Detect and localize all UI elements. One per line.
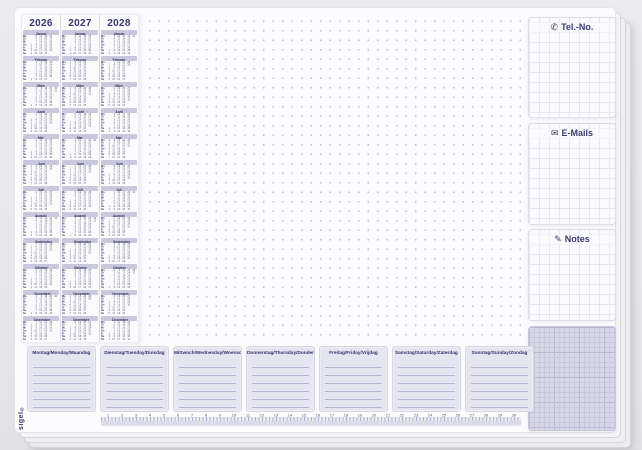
brand-logo-mark: ® xyxy=(19,405,25,412)
emails-heading: ✉ E-Mails xyxy=(529,128,615,139)
phone-circle-icon: ✆ xyxy=(550,22,559,32)
year-heading: 2027 xyxy=(68,18,92,29)
mini-month: Dezember Mo 7 14 21 28 Di 1 8 15 22 29 Mi 2 9 16 23 30 Do 3… xyxy=(23,316,59,341)
mini-month: Januar Mo 3 10 17 24 31 Di 4 11 18 25 Mi 5 12 19 26 Do 6 13… xyxy=(101,30,137,55)
day-card-heading: Montag/Monday/Maandag xyxy=(32,350,91,356)
mini-month: August Mo 7 14 21 28 Di 1 8 15 22 29 Mi 2 9 16 23 30 Do 3 10… xyxy=(101,212,137,237)
mini-month: Juli Mo 3 10 17 24 31 Di 4 11 18 25 Mi 5 12 19 26 Do 6 13 20… xyxy=(101,186,137,211)
mini-month: August Mo 3 10 17 24 31 Di 4 11 18 25 Mi 5 12 19 26 Do 6 13… xyxy=(23,212,59,237)
day-card-heading: Samstag/Saturday/Zaterdag xyxy=(394,350,458,356)
months-2026: Januar Mo 5 12 19 26 Di 6 13 20 27 Mi 7 14 21 28 Do 1 8 15 2… xyxy=(23,30,59,341)
day-card-heading: Mittwoch/Wednesday/Woensdag xyxy=(174,350,242,356)
mini-month: Juli Mo 5 12 19 26 Di 6 13 20 27 Mi 7 14 21 28 Do 1 8 15 22 2… xyxy=(62,186,98,211)
months-2028: Januar Mo 3 10 17 24 31 Di 4 11 18 25 Mi 5 12 19 26 Do 6 13… xyxy=(101,30,137,341)
year-heading: 2026 xyxy=(29,18,53,29)
tel-no-section: ✆ Tel.-No. xyxy=(528,17,616,118)
mini-month: Juni Mo 1 8 15 22 29 Di 2 9 16 23 30 Mi 3 10 17 24 Do 4 11 18… xyxy=(23,160,59,185)
graph-paper-block xyxy=(528,326,616,431)
day-card: Sonntag/Sunday/Zondag xyxy=(465,346,534,412)
envelope-icon: ✉ xyxy=(550,128,559,138)
mini-month: April Mo 6 13 20 27 Di 7 14 21 28 Mi 1 8 15 22 29 Do 2 9 16 2… xyxy=(23,108,59,133)
mini-month: September Mo 7 14 21 28 Di 1 8 15 22 29 Mi 2 9 16 23 30 Do… xyxy=(23,238,59,263)
day-card-heading: Sonntag/Sunday/Zondag xyxy=(471,350,528,356)
three-year-calendar-panel: 2026 Januar Mo 5 12 19 26 Di 6 13 20 27 Mi 7 14 21 28 Do… xyxy=(21,14,139,343)
emails-label: E-Mails xyxy=(561,128,594,138)
tel-no-heading: ✆ Tel.-No. xyxy=(529,22,615,33)
mini-month: März Mo 2 9 16 23 30 Di 3 10 17 24 31 Mi 4 11 18 25 Do 5 12 1… xyxy=(23,82,59,107)
months-2027: Januar Mo 4 11 18 25 Di 5 12 19 26 Mi 6 13 20 27 Do 7 14 21… xyxy=(62,30,98,341)
mini-month: April Mo 3 10 17 24 Di 4 11 18 25 Mi 5 12 19 26 Do 6 13 20 2… xyxy=(101,108,137,133)
mini-month: Juli Mo 6 13 20 27 Di 7 14 21 28 Mi 1 8 15 22 29 Do 2 9 16 23… xyxy=(23,186,59,211)
mini-month: Mai Mo 3 10 17 24 31 Di 4 11 18 25 Mi 5 12 19 26 Do 6 13 20 2… xyxy=(62,134,98,159)
ruler-numbers: 1 2 3 4 5 6 7 8 9 10 11 12 13 14 15 16 17 18 19 20 21 22 23 24 2… xyxy=(106,413,517,418)
mini-month: Februar Mo 1 8 15 22 Di 2 9 16 23 Mi 3 10 17 24 Do 4 11 18 2… xyxy=(62,56,98,81)
sigel-brand-logo: sigel® xyxy=(18,386,28,430)
year-column-2028: 2028 Januar Mo 3 10 17 24 31 Di 4 11 18 25 Mi 5 12 19 26… xyxy=(99,15,138,342)
mini-month: Mai Mo 4 11 18 25 Di 5 12 19 26 Mi 6 13 20 27 Do 7 14 21 28 F… xyxy=(23,134,59,159)
mini-month: November Mo 6 13 20 27 Di 7 14 21 28 Mi 1 8 15 22 29 Do 2 9… xyxy=(101,290,137,315)
tel-no-label: Tel.-No. xyxy=(561,22,594,32)
day-card: Montag/Monday/Maandag xyxy=(27,346,96,412)
day-card-heading: Dienstag/Tuesday/Dinsdag xyxy=(104,350,165,356)
mini-month: Dezember Mo 6 13 20 27 Di 7 14 21 28 Mi 1 8 15 22 29 Do 2 9… xyxy=(62,316,98,341)
mini-month: August Mo 2 9 16 23 30 Di 3 10 17 24 31 Mi 4 11 18 25 Do 5 1… xyxy=(62,212,98,237)
desk-pad-sheet: 2026 Januar Mo 5 12 19 26 Di 6 13 20 27 Mi 7 14 21 28 Do… xyxy=(14,7,616,433)
mini-month: Juni Mo 7 14 21 28 Di 1 8 15 22 29 Mi 2 9 16 23 30 Do 3 10 17… xyxy=(62,160,98,185)
mini-month: April Mo 5 12 19 26 Di 6 13 20 27 Mi 7 14 21 28 Do 1 8 15 22… xyxy=(62,108,98,133)
mini-month: September Mo 6 13 20 27 Di 7 14 21 28 Mi 1 8 15 22 29 Do 2… xyxy=(62,238,98,263)
day-card-heading: Freitag/Friday/Vrijdag xyxy=(329,350,378,356)
mini-month: November Mo 1 8 15 22 29 Di 2 9 16 23 30 Mi 3 10 17 24 Do 4… xyxy=(62,290,98,315)
brand-logo-text: sigel xyxy=(18,411,25,430)
day-card: Donnerstag/Thursday/Donderdag xyxy=(246,346,315,412)
emails-section: ✉ E-Mails xyxy=(528,123,616,225)
dot-grid-writing-area xyxy=(141,20,523,342)
mini-month: Januar Mo 4 11 18 25 Di 5 12 19 26 Mi 6 13 20 27 Do 7 14 21… xyxy=(62,30,98,55)
day-card-heading: Donnerstag/Thursday/Donderdag xyxy=(247,350,315,356)
mini-month: Oktober Mo 2 9 16 23 30 Di 3 10 17 24 31 Mi 4 11 18 25 Do 5… xyxy=(101,264,137,289)
mini-month: Februar Mo 7 14 21 28 Di 1 8 15 22 29 Mi 2 9 16 23 Do 3 10 1… xyxy=(101,56,137,81)
notes-section: ✎ Notes xyxy=(528,229,616,321)
week-planner-row: Montag/Monday/Maandag Dienstag/Tuesday/Di… xyxy=(27,346,534,412)
ruler-tick-strip xyxy=(101,417,521,425)
mini-month: November Mo 2 9 16 23 30 Di 3 10 17 24 Mi 4 11 18 25 Do 5 1… xyxy=(23,290,59,315)
mini-month: Januar Mo 5 12 19 26 Di 6 13 20 27 Mi 7 14 21 28 Do 1 8 15 2… xyxy=(23,30,59,55)
mini-month: Oktober Mo 4 11 18 25 Di 5 12 19 26 Mi 6 13 20 27 Do 7 14 2… xyxy=(62,264,98,289)
day-card: Freitag/Friday/Vrijdag xyxy=(319,346,388,412)
mini-month: Juni Mo 5 12 19 26 Di 6 13 20 27 Mi 7 14 21 28 Do 1 8 15 22 2… xyxy=(101,160,137,185)
notes-heading: ✎ Notes xyxy=(529,234,615,245)
mini-month: Februar Mo 2 9 16 23 Di 3 10 17 24 Mi 4 11 18 25 Do 5 12 19… xyxy=(23,56,59,81)
mini-month: Dezember Mo 4 11 18 25 Di 5 12 19 26 Mi 6 13 20 27 Do 7 14… xyxy=(101,316,137,341)
year-heading: 2028 xyxy=(107,18,131,29)
year-column-2026: 2026 Januar Mo 5 12 19 26 Di 6 13 20 27 Mi 7 14 21 28 Do… xyxy=(22,15,60,342)
day-card: Dienstag/Tuesday/Dinsdag xyxy=(100,346,169,412)
year-column-2027: 2027 Januar Mo 4 11 18 25 Di 5 12 19 26 Mi 6 13 20 27 Do… xyxy=(60,15,99,342)
mini-month: Mai Mo 1 8 15 22 29 Di 2 9 16 23 30 Mi 3 10 17 24 31 Do 4 11 1… xyxy=(101,134,137,159)
pencil-icon: ✎ xyxy=(554,234,562,244)
day-card: Samstag/Saturday/Zaterdag xyxy=(392,346,461,412)
mini-month: September Mo 4 11 18 25 Di 5 12 19 26 Mi 6 13 20 27 Do 7 1… xyxy=(101,238,137,263)
mini-month: März Mo 6 13 20 27 Di 7 14 21 28 Mi 1 8 15 22 29 Do 2 9 16 23… xyxy=(101,82,137,107)
day-card: Mittwoch/Wednesday/Woensdag xyxy=(173,346,242,412)
notes-label: Notes xyxy=(564,234,590,244)
mini-month: März Mo 1 8 15 22 29 Di 2 9 16 23 30 Mi 3 10 17 24 31 Do 4 11… xyxy=(62,82,98,107)
mini-month: Oktober Mo 5 12 19 26 Di 6 13 20 27 Mi 7 14 21 28 Do 1 8 15… xyxy=(23,264,59,289)
